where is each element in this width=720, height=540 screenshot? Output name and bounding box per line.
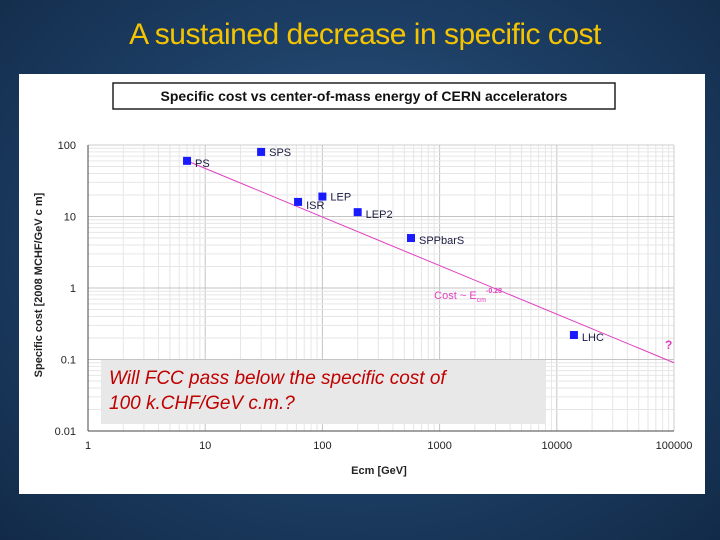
y-tick-label: 0.01 — [55, 426, 76, 438]
y-axis-title: Specific cost [2008 MCHF/GeV c m] — [33, 192, 45, 377]
chart: Specific cost vs center-of-mass energy o… — [33, 82, 693, 477]
chart-title-box — [112, 82, 616, 110]
data-point — [318, 192, 327, 201]
y-tick-label: 100 — [58, 140, 76, 152]
y-tick-label: 10 — [64, 212, 76, 224]
data-point — [183, 156, 192, 165]
x-tick-label: 10000 — [542, 440, 573, 452]
axes: 1 10 100 1000 10000 100000 0.01 0.1 1 10 100 — [55, 140, 693, 452]
question-line-2: 100 k.CHF/GeV c.m.? — [109, 393, 295, 414]
data-point-label: ISR — [306, 200, 324, 212]
trend-line: Cost ~ Ecm-0.28? — [186, 160, 675, 364]
question-box: Will FCC pass below the specific cost of… — [101, 360, 545, 424]
data-point — [569, 331, 578, 340]
question-mark: ? — [665, 338, 672, 352]
data-point — [406, 234, 415, 243]
x-axis-title: Ecm [GeV] — [351, 465, 407, 477]
x-tick-label: 1 — [85, 440, 91, 452]
chart-title: Specific cost vs center-of-mass energy o… — [161, 88, 568, 104]
x-tick-label: 1000 — [427, 440, 451, 452]
data-point-label: SPS — [269, 147, 291, 159]
trend-label: Cost ~ Ecm-0.28 — [434, 288, 502, 304]
data-point — [257, 147, 266, 156]
data-points: PS SPS ISR LEP LEP2 SPPbarS LHC — [183, 147, 604, 344]
data-point-label: LEP — [330, 192, 351, 204]
y-tick-label: 0.1 — [61, 355, 76, 367]
y-tick-label: 1 — [70, 283, 76, 295]
x-tick-label: 100000 — [656, 440, 693, 452]
x-tick-label: 10 — [199, 440, 211, 452]
data-point-label: LEP2 — [366, 209, 393, 221]
data-point — [353, 208, 362, 217]
x-tick-label: 100 — [313, 440, 331, 452]
data-point — [294, 197, 303, 206]
data-point-label: PS — [195, 158, 210, 170]
data-point-label: LHC — [582, 332, 604, 344]
trend-line-path — [186, 160, 675, 364]
data-point-label: SPPbarS — [419, 235, 464, 247]
slide-title: A sustained decrease in specific cost — [129, 18, 601, 51]
chart-panel: Specific cost vs center-of-mass energy o… — [19, 74, 705, 494]
question-line-1: Will FCC pass below the specific cost of — [109, 368, 446, 389]
